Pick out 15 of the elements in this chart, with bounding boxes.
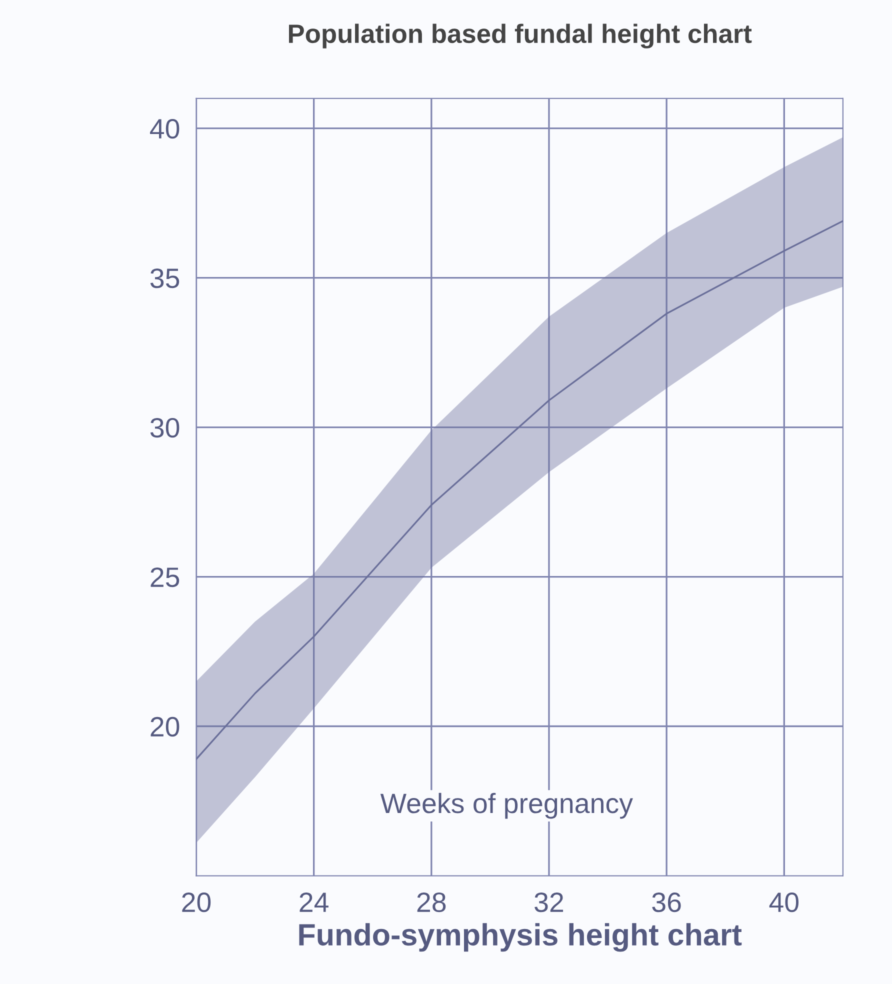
x-tick-label: 20 <box>182 892 211 912</box>
chart-title: Population based fundal height chart <box>288 24 752 48</box>
y-tick-label: 20 <box>150 716 180 737</box>
x-tick-label: 24 <box>300 892 328 912</box>
x-tick-label: 32 <box>534 892 564 912</box>
x-axis-title: Fundo-symphysis height chart <box>299 923 742 952</box>
x-tick-label: 36 <box>652 892 681 912</box>
x-tick-label: 40 <box>769 892 799 912</box>
y-tick-label: 35 <box>150 268 180 288</box>
y-tick-label: 30 <box>150 418 180 438</box>
annotation: Weeks of pregnancy <box>380 792 633 819</box>
y-tick-label: 25 <box>150 567 180 588</box>
y-tick-label: 40 <box>150 118 180 139</box>
line-series <box>196 220 843 760</box>
x-tick-label: 28 <box>417 892 446 912</box>
